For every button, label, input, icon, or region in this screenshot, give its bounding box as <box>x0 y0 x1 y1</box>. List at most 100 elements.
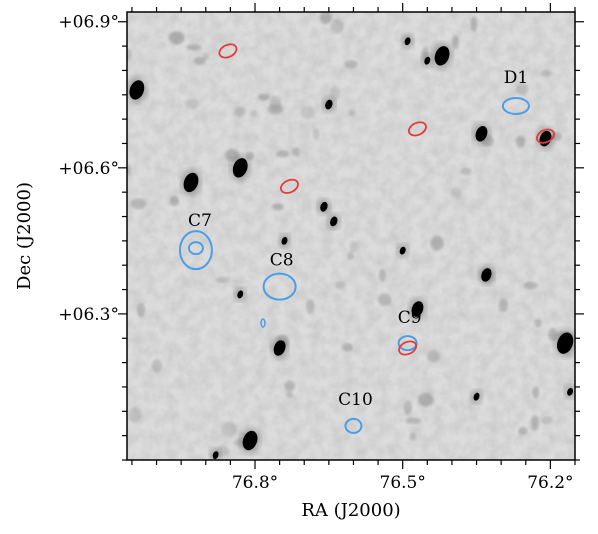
star-18 <box>237 290 244 299</box>
star-19 <box>212 451 219 460</box>
star-7 <box>556 332 574 354</box>
faint-source <box>460 167 472 176</box>
faint-source <box>186 44 202 51</box>
faint-source <box>330 85 341 102</box>
faint-source <box>426 350 440 363</box>
blue-contour-c10 <box>344 417 363 434</box>
star-10 <box>481 268 492 282</box>
red-contour-2 <box>280 178 299 194</box>
faint-source <box>233 106 246 118</box>
faint-source <box>151 359 163 373</box>
faint-source <box>470 16 478 32</box>
faint-source <box>130 198 147 210</box>
faint-source <box>452 35 459 50</box>
star-12 <box>320 201 328 212</box>
star-1 <box>183 172 199 193</box>
x-axis-title: RA (J2000) <box>301 500 400 521</box>
faint-source <box>127 407 142 423</box>
faint-source <box>430 235 444 251</box>
star-20 <box>399 246 406 255</box>
faint-source <box>515 135 526 148</box>
red-contour-3 <box>536 128 555 144</box>
faint-source <box>320 12 332 25</box>
source-label-d1: D1 <box>504 68 528 88</box>
faint-source <box>534 318 542 328</box>
star-2 <box>232 158 248 178</box>
y-tick-label: +06.6° <box>58 159 119 179</box>
axis-ticks: 76.8° 76.5° 76.2° +06.9° +06.6° +06.3° <box>58 3 584 493</box>
faint-source <box>378 268 387 283</box>
blue-contour-c7-inner <box>187 241 204 256</box>
faint-source <box>403 400 412 415</box>
faint-source <box>342 343 353 352</box>
star-15 <box>424 56 431 65</box>
faint-source <box>202 53 210 61</box>
faint-source <box>541 416 553 425</box>
faint-source <box>184 99 200 109</box>
blue-contour-d1 <box>501 96 530 115</box>
faint-source <box>258 93 270 101</box>
blue-contour-c9 <box>397 335 418 352</box>
star-9 <box>242 430 258 451</box>
faint-source <box>418 392 434 407</box>
faint-source <box>347 251 354 260</box>
faint-source <box>540 70 553 77</box>
blue-contour-c7 <box>178 230 213 271</box>
plot-area: D1 C7 C8 C9 C10 <box>127 12 575 476</box>
faint-source <box>221 421 237 438</box>
faint-source <box>193 56 206 65</box>
star-4 <box>475 125 488 142</box>
red-contour-1 <box>408 121 427 137</box>
faint-source <box>344 60 358 69</box>
faint-source <box>300 106 316 120</box>
star-11 <box>325 99 333 110</box>
x-tick-label: 76.2° <box>527 473 573 493</box>
red-contour-4 <box>398 340 418 356</box>
faint-source <box>451 187 462 200</box>
blue-contour-c8 <box>262 272 297 301</box>
star-17 <box>281 236 288 245</box>
stars <box>127 34 575 476</box>
y-tick-label: +06.3° <box>58 305 119 325</box>
source-label-c8: C8 <box>270 251 294 271</box>
star-3 <box>434 46 450 66</box>
y-tick-label: +06.9° <box>58 13 119 33</box>
faint-source <box>284 380 296 392</box>
faint-source <box>286 390 294 399</box>
faint-source <box>127 48 132 61</box>
faint-source <box>251 110 258 117</box>
faint-source <box>498 298 508 313</box>
faint-source <box>272 203 284 211</box>
faint-source <box>547 328 558 341</box>
star-14 <box>368 464 378 476</box>
faint-source <box>348 109 356 117</box>
faint-source <box>330 19 344 34</box>
faint-source <box>136 302 146 318</box>
star-0 <box>129 80 145 100</box>
star-16 <box>404 37 411 46</box>
star-13 <box>330 216 338 227</box>
blue-contour-small <box>260 318 266 328</box>
sky-noise <box>127 12 575 460</box>
faint-source <box>291 147 299 157</box>
source-label-c10: C10 <box>338 390 373 410</box>
faint-source <box>335 281 347 290</box>
star-22 <box>473 392 480 401</box>
faint-source <box>409 432 417 441</box>
faint-source <box>515 83 529 96</box>
faint-source <box>169 31 185 45</box>
plot-frame <box>126 11 576 461</box>
faint-source <box>312 128 320 141</box>
faint-source <box>523 281 538 289</box>
contours <box>178 43 555 434</box>
faint-source <box>214 276 230 283</box>
x-tick-label: 76.5° <box>380 473 426 493</box>
faint-source <box>530 414 539 431</box>
faint-source <box>378 293 392 306</box>
source-labels: D1 C7 C8 C9 C10 <box>188 68 528 410</box>
faint-source <box>127 164 132 176</box>
faint-source <box>169 196 180 207</box>
source-label-c9: C9 <box>398 308 422 328</box>
star-8 <box>273 340 286 356</box>
faint-source <box>349 240 359 253</box>
